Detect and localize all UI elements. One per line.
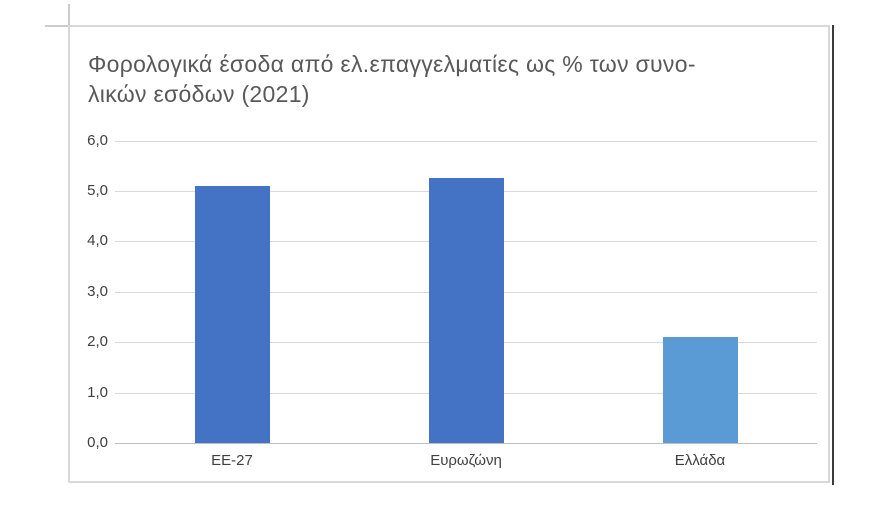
y-axis-tick-label-1,0: 1,0 (87, 384, 108, 401)
bar-1-EE-27 (195, 186, 270, 443)
y-axis-tick-label-3,0: 3,0 (87, 283, 108, 300)
y-axis-tick-label-6,0: 6,0 (87, 132, 108, 149)
chart-right-edge-line (832, 25, 834, 485)
bar-3-Ελλάδα (663, 337, 738, 443)
y-axis-tick-label-5,0: 5,0 (87, 182, 108, 199)
gridline-6,0 (115, 141, 817, 142)
y-axis-tick-label-2,0: 2,0 (87, 333, 108, 350)
x-category-label-3: Ελλάδα (674, 452, 726, 469)
plot-area: 0,0 1,0 2,0 3,0 4,0 5,0 6,0 EE-27 Ευρωζώνη Ελλάδα (70, 27, 828, 481)
chart-title-line-2: λικών εσόδων (2021) (88, 81, 310, 107)
chart-title-line-1: Φορολογικά έσοδα από ελ.επαγγελματίες ως… (88, 51, 696, 77)
bar-chart[interactable]: Φορολογικά έσοδα από ελ.επαγγελματίες ως… (68, 25, 830, 483)
y-axis-tick-label-0,0: 0,0 (87, 434, 108, 451)
x-category-label-2: Ευρωζώνη (430, 452, 502, 469)
bar-2-Ευρωζώνη (429, 178, 504, 443)
x-category-label-1: EE-27 (211, 452, 253, 469)
y-axis-tick-label-4,0: 4,0 (87, 232, 108, 249)
spreadsheet-gridline-vertical (68, 4, 70, 27)
spreadsheet-gridline-horizontal (45, 25, 70, 27)
chart-title: Φορολογικά έσοδα από ελ.επαγγελματίες ως… (88, 49, 828, 109)
x-axis-line (115, 443, 817, 444)
